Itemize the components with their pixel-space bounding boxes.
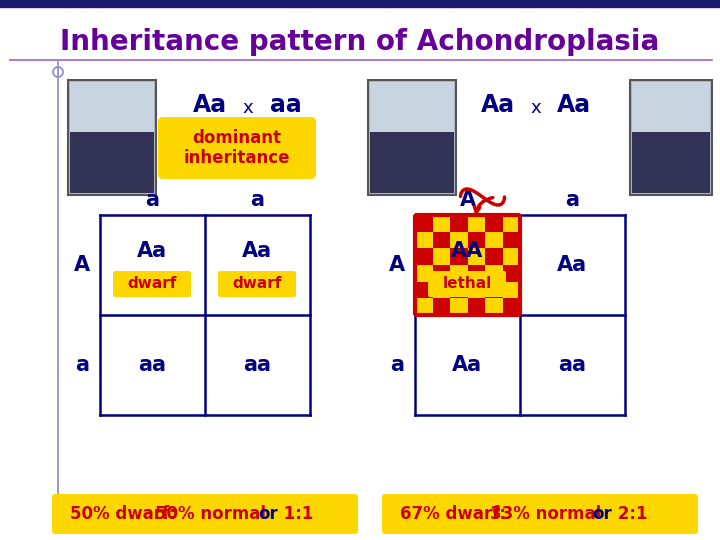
Text: or: or bbox=[258, 505, 278, 523]
Text: a: a bbox=[75, 355, 89, 375]
Text: Aa: Aa bbox=[557, 93, 591, 117]
Text: A: A bbox=[74, 255, 90, 275]
Text: a: a bbox=[145, 190, 160, 210]
FancyBboxPatch shape bbox=[52, 494, 358, 534]
Bar bbox=[467, 232, 485, 248]
Bar bbox=[415, 298, 433, 315]
Bar bbox=[370, 82, 454, 134]
Bar bbox=[450, 282, 467, 298]
Bar bbox=[485, 298, 503, 315]
Text: Aa: Aa bbox=[557, 255, 587, 275]
Bar bbox=[433, 215, 450, 232]
FancyBboxPatch shape bbox=[382, 494, 698, 534]
Text: 67% dwarf:: 67% dwarf: bbox=[400, 505, 506, 523]
Bar bbox=[433, 298, 450, 315]
Bar bbox=[450, 232, 467, 248]
Bar bbox=[415, 232, 433, 248]
Text: dominant
inheritance: dominant inheritance bbox=[184, 129, 290, 167]
Bar bbox=[503, 282, 520, 298]
Bar bbox=[485, 265, 503, 282]
FancyBboxPatch shape bbox=[113, 271, 191, 297]
FancyBboxPatch shape bbox=[428, 271, 506, 297]
Text: 2:1: 2:1 bbox=[612, 505, 647, 523]
Text: dwarf: dwarf bbox=[233, 276, 282, 292]
Bar bbox=[467, 282, 485, 298]
Bar bbox=[55, 497, 355, 531]
Bar bbox=[415, 215, 433, 232]
Text: a: a bbox=[390, 355, 404, 375]
Bar bbox=[485, 248, 503, 265]
Text: Inheritance pattern of Achondroplasia: Inheritance pattern of Achondroplasia bbox=[60, 28, 660, 56]
Text: 50% normal: 50% normal bbox=[155, 505, 271, 523]
Bar bbox=[68, 80, 156, 195]
Text: A: A bbox=[389, 255, 405, 275]
Bar bbox=[433, 248, 450, 265]
Bar bbox=[70, 132, 154, 193]
Text: aa: aa bbox=[138, 355, 166, 375]
Text: Aa: Aa bbox=[481, 93, 515, 117]
Bar bbox=[450, 215, 467, 232]
Text: A: A bbox=[459, 190, 476, 210]
FancyBboxPatch shape bbox=[158, 117, 316, 179]
Text: x: x bbox=[243, 99, 253, 117]
Text: Aa: Aa bbox=[137, 241, 167, 261]
Bar bbox=[450, 248, 467, 265]
FancyBboxPatch shape bbox=[218, 271, 296, 297]
Text: a: a bbox=[251, 190, 264, 210]
Bar bbox=[503, 232, 520, 248]
Bar bbox=[485, 232, 503, 248]
Bar bbox=[630, 80, 712, 195]
Bar bbox=[70, 82, 154, 134]
Bar bbox=[433, 282, 450, 298]
Bar bbox=[368, 80, 456, 195]
Bar bbox=[370, 132, 454, 193]
Bar bbox=[485, 215, 503, 232]
Bar bbox=[503, 298, 520, 315]
Text: x: x bbox=[531, 99, 541, 117]
Bar bbox=[433, 232, 450, 248]
Bar bbox=[415, 282, 433, 298]
Bar bbox=[503, 265, 520, 282]
Bar bbox=[467, 248, 485, 265]
Text: Aa: Aa bbox=[242, 241, 272, 261]
Bar bbox=[415, 265, 433, 282]
Text: aa: aa bbox=[270, 93, 302, 117]
Bar bbox=[450, 298, 467, 315]
Bar bbox=[632, 82, 710, 134]
Bar bbox=[467, 265, 485, 282]
Bar bbox=[0, 0, 720, 7]
Text: or: or bbox=[592, 505, 612, 523]
Text: aa: aa bbox=[243, 355, 271, 375]
Text: Aa: Aa bbox=[452, 355, 482, 375]
Text: 50% dwarf:: 50% dwarf: bbox=[70, 505, 176, 523]
Text: aa: aa bbox=[558, 355, 586, 375]
Text: a: a bbox=[565, 190, 580, 210]
Bar bbox=[467, 215, 485, 232]
Bar bbox=[503, 248, 520, 265]
Bar bbox=[632, 132, 710, 193]
Bar bbox=[433, 265, 450, 282]
Text: dwarf: dwarf bbox=[127, 276, 176, 292]
Bar bbox=[467, 298, 485, 315]
Text: 33% normal: 33% normal bbox=[490, 505, 607, 523]
Text: 1:1: 1:1 bbox=[278, 505, 313, 523]
Text: Aa: Aa bbox=[193, 93, 227, 117]
Bar bbox=[415, 248, 433, 265]
Text: AA: AA bbox=[451, 241, 483, 261]
Bar bbox=[485, 282, 503, 298]
Bar bbox=[503, 215, 520, 232]
Bar bbox=[450, 265, 467, 282]
Text: lethal: lethal bbox=[442, 276, 492, 292]
